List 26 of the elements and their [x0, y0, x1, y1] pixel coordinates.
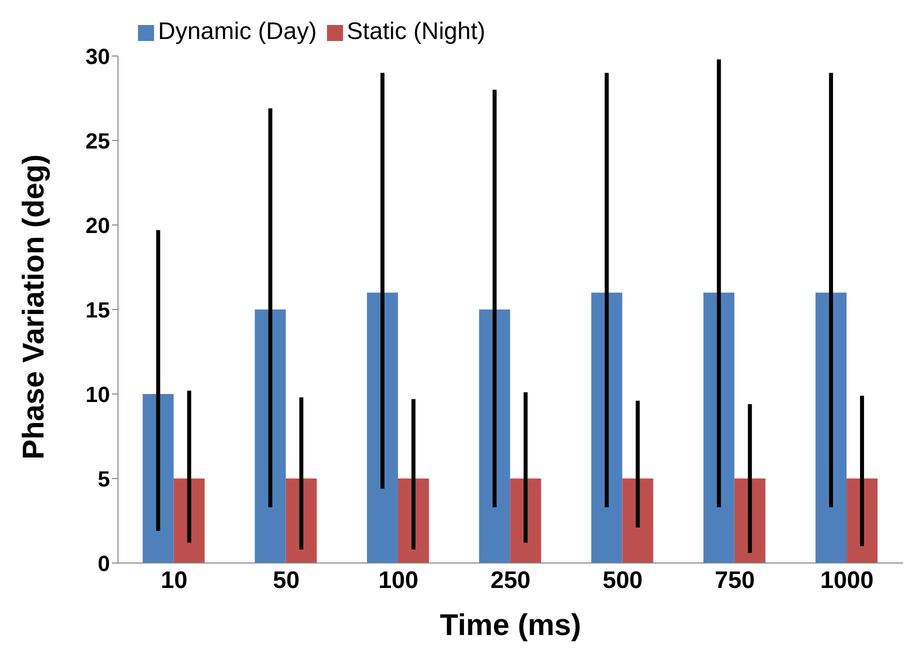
bar	[142, 394, 174, 563]
bar	[591, 292, 622, 563]
y-tick-label: 15	[86, 297, 110, 322]
x-tick-label: 750	[714, 567, 755, 594]
y-tick-label: 5	[98, 466, 110, 492]
y-tick-label: 0	[98, 550, 110, 576]
x-tick-label: 250	[490, 567, 531, 594]
bar	[703, 292, 734, 563]
y-tick-label: 25	[86, 128, 110, 154]
x-tick-label: 500	[602, 567, 643, 594]
y-tick-label: 10	[86, 382, 110, 407]
y-axis-title: Phase Variation (deg)	[18, 154, 51, 460]
bar	[622, 478, 654, 563]
bar	[254, 310, 286, 563]
bar	[479, 310, 510, 563]
y-tick-label: 30	[86, 44, 110, 69]
x-tick-label: 50	[272, 567, 300, 594]
x-tick-label: 1000	[820, 567, 874, 594]
legend-label: Dynamic (Day)	[158, 18, 317, 45]
bar	[174, 478, 205, 563]
x-tick-label: 10	[160, 567, 188, 594]
bar	[510, 478, 542, 563]
x-axis-title: Time (ms)	[440, 609, 582, 642]
y-tick-label: 20	[86, 212, 110, 238]
x-tick-label: 100	[378, 567, 418, 594]
legend-label: Static (Night)	[346, 18, 486, 45]
